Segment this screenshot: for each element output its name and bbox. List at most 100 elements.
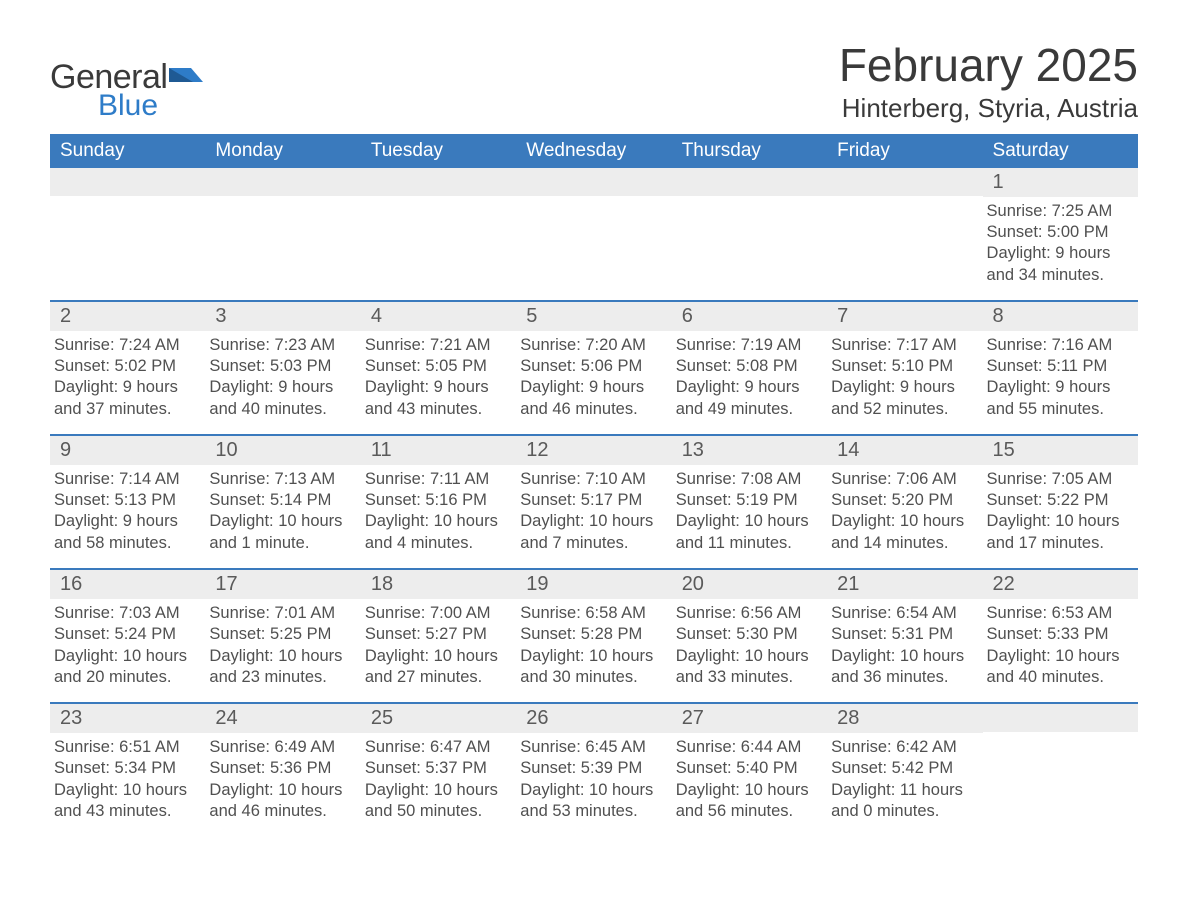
dow-sunday: Sunday [50,134,205,168]
sunrise-text: Sunrise: 6:47 AM [365,737,510,758]
sunset-text: Sunset: 5:06 PM [520,356,665,377]
sunset-text: Sunset: 5:42 PM [831,758,976,779]
day-body: Sunrise: 7:11 AMSunset: 5:16 PMDaylight:… [361,465,516,553]
day-number: 1 [983,168,1138,198]
sunset-text: Sunset: 5:31 PM [831,624,976,645]
sunrise-text: Sunrise: 7:14 AM [54,469,199,490]
day-number: 20 [672,570,827,600]
title-location: Hinterberg, Styria, Austria [839,93,1138,124]
day-17: 17Sunrise: 7:01 AMSunset: 5:25 PMDayligh… [205,570,360,702]
day-body: Sunrise: 6:58 AMSunset: 5:28 PMDaylight:… [516,599,671,687]
day-body: Sunrise: 6:53 AMSunset: 5:33 PMDaylight:… [983,599,1138,687]
sunset-text: Sunset: 5:14 PM [209,490,354,511]
dow-monday: Monday [205,134,360,168]
day-7: 7Sunrise: 7:17 AMSunset: 5:10 PMDaylight… [827,302,982,434]
sunset-text: Sunset: 5:28 PM [520,624,665,645]
sunrise-text: Sunrise: 6:44 AM [676,737,821,758]
logo: General Blue [50,40,203,123]
daylight-text: Daylight: 10 hours and 33 minutes. [676,646,821,688]
page-header: General Blue February 2025 Hinterberg, S… [50,40,1138,124]
sunset-text: Sunset: 5:05 PM [365,356,510,377]
week-row: 1Sunrise: 7:25 AMSunset: 5:00 PMDaylight… [50,168,1138,300]
sunset-text: Sunset: 5:20 PM [831,490,976,511]
daylight-text: Daylight: 9 hours and 43 minutes. [365,377,510,419]
sunrise-text: Sunrise: 7:01 AM [209,603,354,624]
day-28: 28Sunrise: 6:42 AMSunset: 5:42 PMDayligh… [827,704,982,836]
daylight-text: Daylight: 10 hours and 4 minutes. [365,511,510,553]
day-body: Sunrise: 7:06 AMSunset: 5:20 PMDaylight:… [827,465,982,553]
day-number: 17 [205,570,360,600]
dow-thursday: Thursday [672,134,827,168]
day-body: Sunrise: 7:01 AMSunset: 5:25 PMDaylight:… [205,599,360,687]
day-body: Sunrise: 7:19 AMSunset: 5:08 PMDaylight:… [672,331,827,419]
sunrise-text: Sunrise: 7:23 AM [209,335,354,356]
day-number [50,168,205,196]
day-number: 12 [516,436,671,466]
day-22: 22Sunrise: 6:53 AMSunset: 5:33 PMDayligh… [983,570,1138,702]
day-body: Sunrise: 7:20 AMSunset: 5:06 PMDaylight:… [516,331,671,419]
day-number: 7 [827,302,982,332]
logo-flag-icon [169,68,203,92]
sunset-text: Sunset: 5:25 PM [209,624,354,645]
week-row: 23Sunrise: 6:51 AMSunset: 5:34 PMDayligh… [50,702,1138,836]
day-11: 11Sunrise: 7:11 AMSunset: 5:16 PMDayligh… [361,436,516,568]
daylight-text: Daylight: 9 hours and 34 minutes. [987,243,1132,285]
dow-wednesday: Wednesday [516,134,671,168]
sunset-text: Sunset: 5:36 PM [209,758,354,779]
sunset-text: Sunset: 5:19 PM [676,490,821,511]
dow-tuesday: Tuesday [361,134,516,168]
day-body: Sunrise: 6:56 AMSunset: 5:30 PMDaylight:… [672,599,827,687]
day-body: Sunrise: 7:10 AMSunset: 5:17 PMDaylight:… [516,465,671,553]
title-month: February 2025 [839,40,1138,91]
day-8: 8Sunrise: 7:16 AMSunset: 5:11 PMDaylight… [983,302,1138,434]
sunset-text: Sunset: 5:33 PM [987,624,1132,645]
day-4: 4Sunrise: 7:21 AMSunset: 5:05 PMDaylight… [361,302,516,434]
sunset-text: Sunset: 5:02 PM [54,356,199,377]
daylight-text: Daylight: 10 hours and 43 minutes. [54,780,199,822]
day-number: 11 [361,436,516,466]
sunrise-text: Sunrise: 7:08 AM [676,469,821,490]
day-number: 13 [672,436,827,466]
daylight-text: Daylight: 9 hours and 40 minutes. [209,377,354,419]
sunrise-text: Sunrise: 6:49 AM [209,737,354,758]
day-6: 6Sunrise: 7:19 AMSunset: 5:08 PMDaylight… [672,302,827,434]
day-24: 24Sunrise: 6:49 AMSunset: 5:36 PMDayligh… [205,704,360,836]
sunset-text: Sunset: 5:24 PM [54,624,199,645]
daylight-text: Daylight: 9 hours and 49 minutes. [676,377,821,419]
day-body: Sunrise: 7:14 AMSunset: 5:13 PMDaylight:… [50,465,205,553]
day-empty [983,704,1138,836]
day-body: Sunrise: 6:51 AMSunset: 5:34 PMDaylight:… [50,733,205,821]
sunrise-text: Sunrise: 6:56 AM [676,603,821,624]
sunrise-text: Sunrise: 7:13 AM [209,469,354,490]
logo-text-blue: Blue [98,89,203,123]
daylight-text: Daylight: 10 hours and 1 minute. [209,511,354,553]
day-number: 27 [672,704,827,734]
day-number [983,704,1138,732]
day-body: Sunrise: 6:47 AMSunset: 5:37 PMDaylight:… [361,733,516,821]
day-empty [516,168,671,300]
day-body: Sunrise: 7:17 AMSunset: 5:10 PMDaylight:… [827,331,982,419]
day-19: 19Sunrise: 6:58 AMSunset: 5:28 PMDayligh… [516,570,671,702]
day-21: 21Sunrise: 6:54 AMSunset: 5:31 PMDayligh… [827,570,982,702]
days-of-week-header: SundayMondayTuesdayWednesdayThursdayFrid… [50,134,1138,168]
day-number: 28 [827,704,982,734]
day-23: 23Sunrise: 6:51 AMSunset: 5:34 PMDayligh… [50,704,205,836]
day-empty [361,168,516,300]
calendar: SundayMondayTuesdayWednesdayThursdayFrid… [50,134,1138,836]
day-20: 20Sunrise: 6:56 AMSunset: 5:30 PMDayligh… [672,570,827,702]
day-25: 25Sunrise: 6:47 AMSunset: 5:37 PMDayligh… [361,704,516,836]
day-number: 14 [827,436,982,466]
day-number: 6 [672,302,827,332]
day-empty [50,168,205,300]
sunrise-text: Sunrise: 7:11 AM [365,469,510,490]
day-body: Sunrise: 7:21 AMSunset: 5:05 PMDaylight:… [361,331,516,419]
day-number: 19 [516,570,671,600]
day-body: Sunrise: 6:44 AMSunset: 5:40 PMDaylight:… [672,733,827,821]
sunrise-text: Sunrise: 7:24 AM [54,335,199,356]
dow-friday: Friday [827,134,982,168]
week-row: 9Sunrise: 7:14 AMSunset: 5:13 PMDaylight… [50,434,1138,568]
week-row: 16Sunrise: 7:03 AMSunset: 5:24 PMDayligh… [50,568,1138,702]
day-empty [672,168,827,300]
day-number: 15 [983,436,1138,466]
sunrise-text: Sunrise: 7:05 AM [987,469,1132,490]
